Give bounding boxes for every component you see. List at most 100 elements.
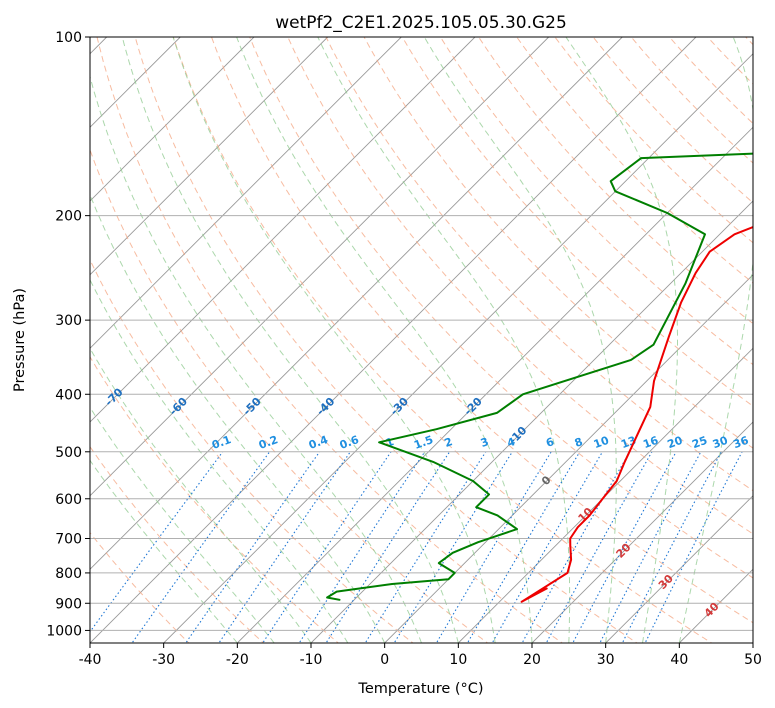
moist-adiabat [90,347,312,643]
skew-isotherm [90,37,550,497]
skew-isotherm [384,274,753,643]
mixing-ratio-labels: 0.1 0.2 0.4 0.6 1 1.5 2 3 4 6 8 10 13 16 20 25 30 36 [210,433,751,452]
mixing-ratio-label: 8 [573,435,585,450]
x-tick-label: 40 [670,652,688,668]
skew-isotherm [90,37,697,643]
mixing-ratio-line [644,451,743,643]
plot-frame [89,36,754,644]
skew-isotherm [90,37,402,349]
moist-adiabat [90,459,238,643]
mixing-ratio-label: 10 [592,434,611,452]
mixing-ratio-line [325,451,451,643]
mixing-ratio-label: 3 [479,435,491,450]
chart-title: wetPf2_C2E1.2025.105.05.30.G25 [275,13,567,33]
x-axis-label: Temperature (°C) [357,681,483,697]
plot-background [90,37,753,643]
x-tick-label: -20 [226,652,249,668]
mixing-ratio-label: 1 [384,435,396,450]
mixing-ratio-label: 2 [443,435,455,450]
mixing-ratio-line [262,451,392,643]
y-tick-label: 100 [55,30,82,46]
skew-isotherm [163,53,753,643]
skew-isotherm [90,37,623,570]
skew-isotherm [90,37,255,202]
dry-adiabat [516,37,753,284]
mixing-ratio-label: 6 [544,435,556,450]
moist-adiabat [121,37,459,643]
x-tick-label: -30 [152,652,175,668]
dry-adiabat [771,24,775,646]
isotherm-label: -80 [61,353,84,376]
y-tick-label: 200 [55,209,82,225]
y-tick-label: 600 [55,492,82,508]
mixing-ratio-line [298,451,426,643]
mixing-ratio-line [90,451,224,633]
mixing-ratio-label: 16 [641,434,660,452]
skew-isotherm [531,421,753,643]
x-tick-label: -10 [300,652,323,668]
y-tick-label: 300 [55,313,82,329]
moist-adiabat [90,406,275,643]
y-axis: 100 200 300 400 500 600 700 800 900 1000 [46,30,90,639]
skew-isotherm [605,495,753,643]
mixing-ratio-label: 0.1 [210,433,233,452]
skew-isotherm [457,347,753,643]
mixing-ratio-label: 25 [690,434,709,451]
mixing-ratio-line [572,451,677,643]
mixing-ratio-label: 13 [619,434,638,451]
mixing-ratio-line [131,451,271,643]
mixing-ratio-label: 0.2 [257,433,280,452]
mixing-ratio-line [491,451,603,643]
mixing-ratio-label: 1.5 [412,433,435,452]
y-tick-label: 400 [55,387,82,403]
moist-adiabat [236,37,533,643]
y-tick-label: 800 [55,566,82,582]
mixing-ratio-line [599,451,702,643]
mixing-ratio-line [466,451,581,643]
moist-adiabat [90,74,422,643]
mixing-ratio-line [185,451,321,643]
mixing-ratio-label: 36 [731,434,750,452]
x-axis: -40 -30 -20 -10 0 10 20 30 40 50 [79,643,762,668]
x-tick-label: 30 [597,652,615,668]
mixing-ratio-label: 0.6 [338,433,361,452]
dry-adiabat [90,258,414,643]
mixing-ratio-label: 0.4 [307,433,330,452]
pressure-gridlines [90,37,753,631]
mixing-ratio-label: 20 [666,434,685,452]
isotherm-label: -100 [0,285,5,314]
y-tick-label: 900 [55,596,82,612]
y-tick-label: 700 [55,532,82,548]
temperature-profile [520,226,753,603]
moist-adiabat [90,278,349,643]
x-tick-label: -40 [79,652,102,668]
mixing-ratio-line [218,451,351,643]
mixing-ratio-line [364,451,487,643]
dry-adiabat [287,37,753,535]
skew-isotherm [236,126,753,643]
moist-adiabat [565,37,678,643]
moist-adiabat [678,37,753,643]
dewpoint-profile [326,152,753,601]
skew-isotherm [752,642,753,643]
y-axis-label: Pressure (hPa) [12,288,28,392]
skew-isotherm [90,37,329,276]
x-tick-label: 20 [523,652,541,668]
skew-isotherm [90,37,476,423]
y-tick-label: 500 [55,445,82,461]
moist-adiabat [423,37,617,643]
moist-adiabat [317,37,571,643]
profiles [326,152,753,603]
dry-adiabat [90,148,489,643]
moist-adiabat [90,193,386,643]
mixing-ratio-label: 4 [505,435,517,450]
x-tick-label: 10 [449,652,467,668]
skew-isotherm [310,200,753,643]
y-tick-label: 1000 [46,623,82,639]
x-tick-label: 50 [744,652,762,668]
mixing-ratio-label: 30 [711,434,730,452]
x-tick-label: 0 [380,652,389,668]
moist-adiabat [172,37,496,643]
mixing-ratio-line [621,451,722,643]
